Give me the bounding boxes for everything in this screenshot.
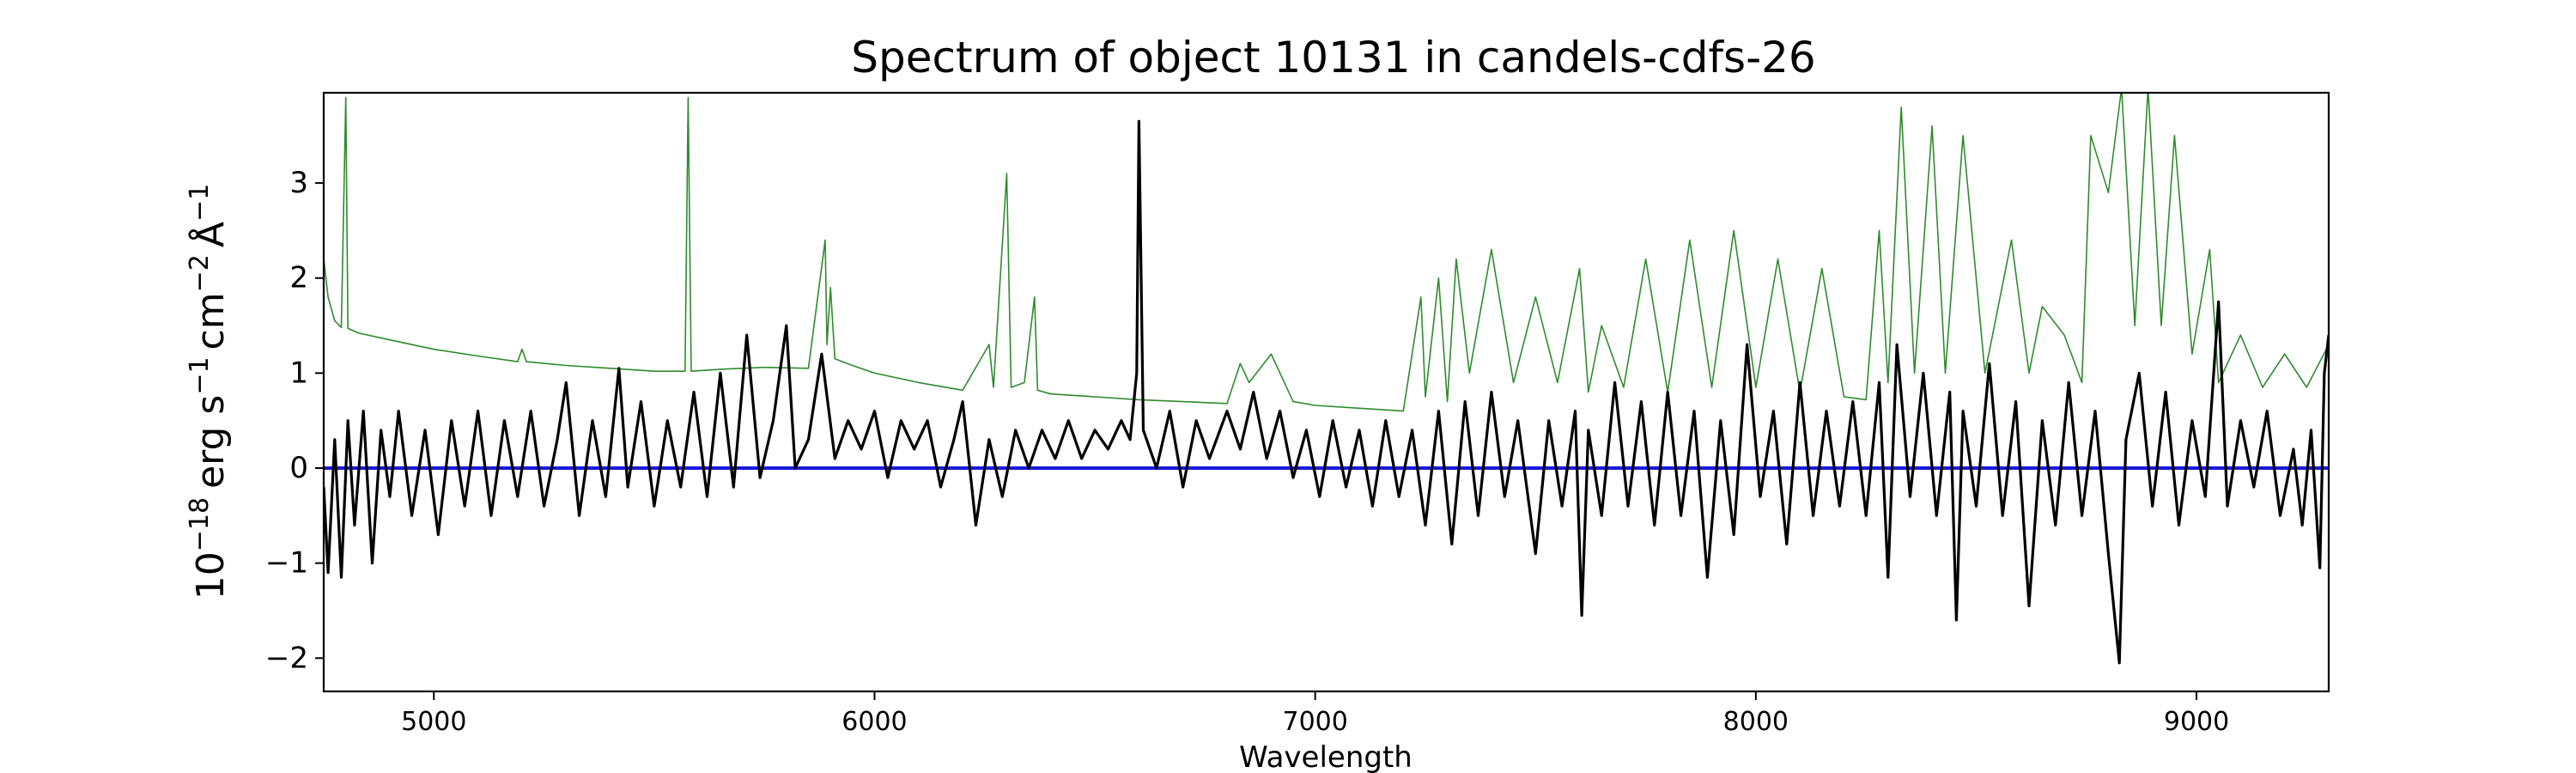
- ylabel-cm: cm: [189, 292, 233, 350]
- x-tick-label: 7000: [1282, 707, 1347, 737]
- ylabel-erg: erg s: [189, 395, 233, 489]
- chart-title: Spectrum of object 10131 in candels-cdfs…: [851, 33, 1816, 82]
- y-tick-label: 2: [289, 261, 308, 295]
- y-axis: −2 −1 0 1 2 3: [265, 166, 324, 675]
- x-tick-label: 6000: [841, 707, 907, 737]
- x-tick-label: 5000: [401, 707, 466, 737]
- x-tick-label: 8000: [1723, 707, 1789, 737]
- ylabel-angstrom: Å: [187, 222, 233, 247]
- ylabel-exp-cm: −2: [185, 254, 215, 292]
- series-flux-line: [324, 119, 2329, 665]
- y-tick-label: 3: [289, 166, 308, 200]
- ylabel-exp-a: −1: [185, 184, 215, 222]
- series-noise-line: [324, 93, 2329, 412]
- plot-frame: [322, 91, 2330, 693]
- y-tick-label: 0: [289, 451, 308, 485]
- x-tick-label: 9000: [2164, 707, 2229, 737]
- y-tick-label: −1: [265, 546, 308, 581]
- ylabel-base: 10: [189, 551, 233, 600]
- y-tick-label: −2: [265, 641, 308, 675]
- series-layer: [324, 93, 2329, 665]
- x-axis: 5000 6000 7000 8000 9000: [401, 691, 2229, 737]
- ylabel-exp-s: −1: [185, 356, 215, 394]
- plot-area: 5000 6000 7000 8000 9000 −2 −1 0 1 2 3: [265, 91, 2330, 737]
- y-axis-label: 10−18erg s−1cm−2Å−1: [185, 184, 233, 600]
- y-tick-label: 1: [289, 356, 308, 390]
- ylabel-exp: −18: [185, 497, 215, 551]
- x-axis-label: Wavelength: [1239, 740, 1413, 773]
